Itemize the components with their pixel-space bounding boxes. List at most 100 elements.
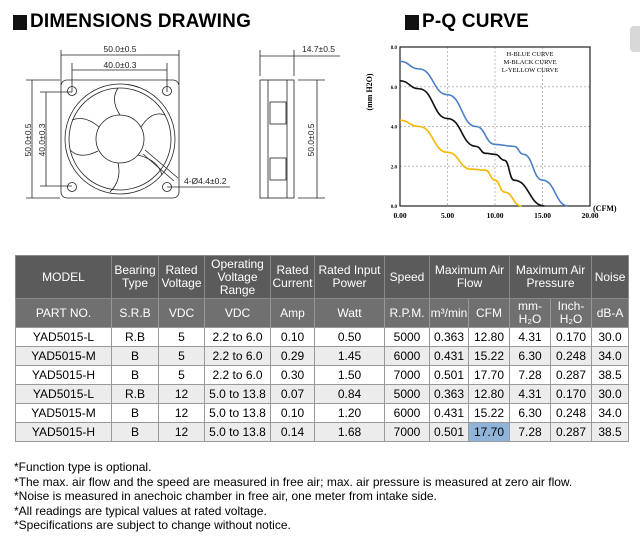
legend-l: L-YELLOW CURVE bbox=[502, 67, 559, 74]
subheader-cell: VDC bbox=[158, 298, 205, 328]
table-cell: R.B bbox=[111, 327, 159, 347]
table-cell: 7000 bbox=[384, 422, 430, 442]
table-cell: 0.84 bbox=[314, 384, 385, 404]
table-cell: 30.0 bbox=[591, 327, 630, 347]
table-cell: YAD5015-M bbox=[15, 403, 112, 423]
subheader-cell: Inch-H₂O bbox=[550, 298, 593, 328]
x-tick-label: 5.00 bbox=[441, 211, 454, 220]
table-cell: 17.70 bbox=[467, 365, 511, 385]
note-line: *Specifications are subject to change wi… bbox=[14, 518, 291, 533]
width-inner-label: 40.0±0.3 bbox=[103, 60, 136, 70]
width-outer-label: 50.0±0.5 bbox=[103, 44, 136, 54]
table-cell: 5 bbox=[158, 327, 205, 347]
height-outer-label: 50.0±0.5 bbox=[23, 123, 33, 156]
header-cell: Rated Current bbox=[270, 255, 315, 299]
subheader-cell: R.P.M. bbox=[384, 298, 430, 328]
header-cell: Bearing Type bbox=[111, 255, 159, 299]
table-cell: 6000 bbox=[384, 403, 430, 423]
table-cell: 5.0 to 13.8 bbox=[204, 403, 271, 423]
table-row: YAD5015-L R.B 12 5.0 to 13.8 0.07 0.84 5000 0.3… bbox=[15, 384, 630, 404]
x-axis-label: (CFM) bbox=[593, 204, 617, 213]
table-cell: B bbox=[111, 403, 159, 423]
x-tick-label: 10.00 bbox=[487, 211, 504, 220]
table-cell: 34.0 bbox=[591, 346, 630, 366]
header-cell: Operating Voltage Range bbox=[204, 255, 271, 299]
table-cell: 17.70 bbox=[467, 422, 511, 442]
header-cell: Rated Voltage bbox=[158, 255, 205, 299]
subheader-cell: m³/min bbox=[429, 298, 469, 328]
square-bullet-icon bbox=[405, 14, 419, 30]
curve-m bbox=[399, 79, 545, 207]
table-cell: B bbox=[111, 422, 159, 442]
table-cell: YAD5015-L bbox=[15, 327, 112, 347]
x-tick-label: 0.00 bbox=[393, 211, 406, 220]
table-cell: 6.30 bbox=[509, 403, 552, 423]
y-tick-label: 0.0 bbox=[391, 205, 398, 210]
table-cell: 1.50 bbox=[314, 365, 385, 385]
table-cell: 0.363 bbox=[429, 384, 469, 404]
subheader-cell: mm-H₂O bbox=[509, 298, 552, 328]
table-row: YAD5015-H B 12 5.0 to 13.8 0.14 1.68 7000 0.501… bbox=[15, 422, 630, 442]
legend-m: M-BLACK CURVE bbox=[503, 59, 556, 66]
table-cell: 0.431 bbox=[429, 346, 469, 366]
dimensions-drawing: 50.0±0.5 40.0±0.3 50.0±0.5 40.0±0.3 4-Ø4… bbox=[23, 44, 340, 199]
table-cell: 5000 bbox=[384, 384, 430, 404]
y-tick-label: 6.0 bbox=[391, 86, 398, 91]
y-axis-label: (mm H2O) bbox=[365, 73, 374, 110]
x-tick-label: 20.00 bbox=[582, 211, 599, 220]
square-bullet-icon bbox=[13, 14, 27, 30]
depth-label: 14.7±0.5 bbox=[302, 44, 335, 54]
subheader-cell: VDC bbox=[204, 298, 271, 328]
table-cell: 12.80 bbox=[467, 327, 511, 347]
table-cell: 12 bbox=[158, 422, 205, 442]
table-cell: 15.22 bbox=[467, 346, 511, 366]
legend-h: H-BLUE CURVE bbox=[507, 51, 554, 58]
table-cell: 0.07 bbox=[270, 384, 315, 404]
table-cell: 4.31 bbox=[509, 327, 552, 347]
table-cell: YAD5015-L bbox=[15, 384, 112, 404]
dimensions-title-text: DIMENSIONS DRAWING bbox=[30, 11, 252, 32]
table-cell: 12.80 bbox=[467, 384, 511, 404]
header-cell: Maximum Air Flow bbox=[428, 255, 511, 299]
table-cell: 5 bbox=[158, 365, 205, 385]
pq-chart: 0.00 5.00 10.00 15.00 20.00 0.0 2.0 4.0 6.0 8.0 (… bbox=[365, 46, 617, 220]
scrollbar[interactable] bbox=[630, 26, 640, 52]
curve-l bbox=[399, 119, 522, 207]
table-cell: 2.2 to 6.0 bbox=[204, 365, 271, 385]
table-cell: 12 bbox=[158, 403, 205, 423]
table-cell: 0.287 bbox=[550, 422, 593, 442]
table-cell: 0.363 bbox=[429, 327, 469, 347]
header-cell: MODEL bbox=[15, 255, 112, 299]
table-cell: 30.0 bbox=[591, 384, 630, 404]
y-tick-label: 4.0 bbox=[391, 126, 398, 131]
table-row: YAD5015-M B 12 5.0 to 13.8 0.10 1.20 6000 0.431… bbox=[15, 403, 630, 423]
curve-h bbox=[399, 60, 569, 207]
table-row: YAD5015-L R.B 5 2.2 to 6.0 0.10 0.50 5000 0.363… bbox=[15, 327, 630, 347]
table-cell: 5.0 to 13.8 bbox=[204, 384, 271, 404]
table-cell: 1.45 bbox=[314, 346, 385, 366]
table-cell: 38.5 bbox=[591, 422, 630, 442]
table-cell: 0.50 bbox=[314, 327, 385, 347]
note-line: *All readings are typical values at rate… bbox=[14, 503, 267, 518]
table-cell: R.B bbox=[111, 384, 159, 404]
x-tick-label: 15.00 bbox=[534, 211, 551, 220]
table-cell: 2.2 to 6.0 bbox=[204, 327, 271, 347]
table-cell: 4.31 bbox=[509, 384, 552, 404]
height-inner-label: 40.0±0.3 bbox=[37, 123, 47, 156]
subheader-cell: S.R.B bbox=[111, 298, 159, 328]
table-cell: 0.10 bbox=[270, 403, 315, 423]
table-cell: 0.14 bbox=[270, 422, 315, 442]
dimensions-title: DIMENSIONS DRAWING bbox=[13, 11, 251, 33]
table-cell: B bbox=[111, 346, 159, 366]
y-tick-label: 8.0 bbox=[391, 46, 398, 51]
table-cell: 7.28 bbox=[509, 422, 552, 442]
table-cell: 0.30 bbox=[270, 365, 315, 385]
table-cell: YAD5015-H bbox=[15, 422, 112, 442]
table-cell: 0.170 bbox=[550, 327, 593, 347]
subheader-cell: Amp bbox=[270, 298, 315, 328]
table-cell: 5 bbox=[158, 346, 205, 366]
subheader-cell: dB-A bbox=[591, 298, 630, 328]
note-line: *Function type is optional. bbox=[14, 460, 152, 474]
subheader-cell: Watt bbox=[314, 298, 385, 328]
table-cell: 7000 bbox=[384, 365, 430, 385]
